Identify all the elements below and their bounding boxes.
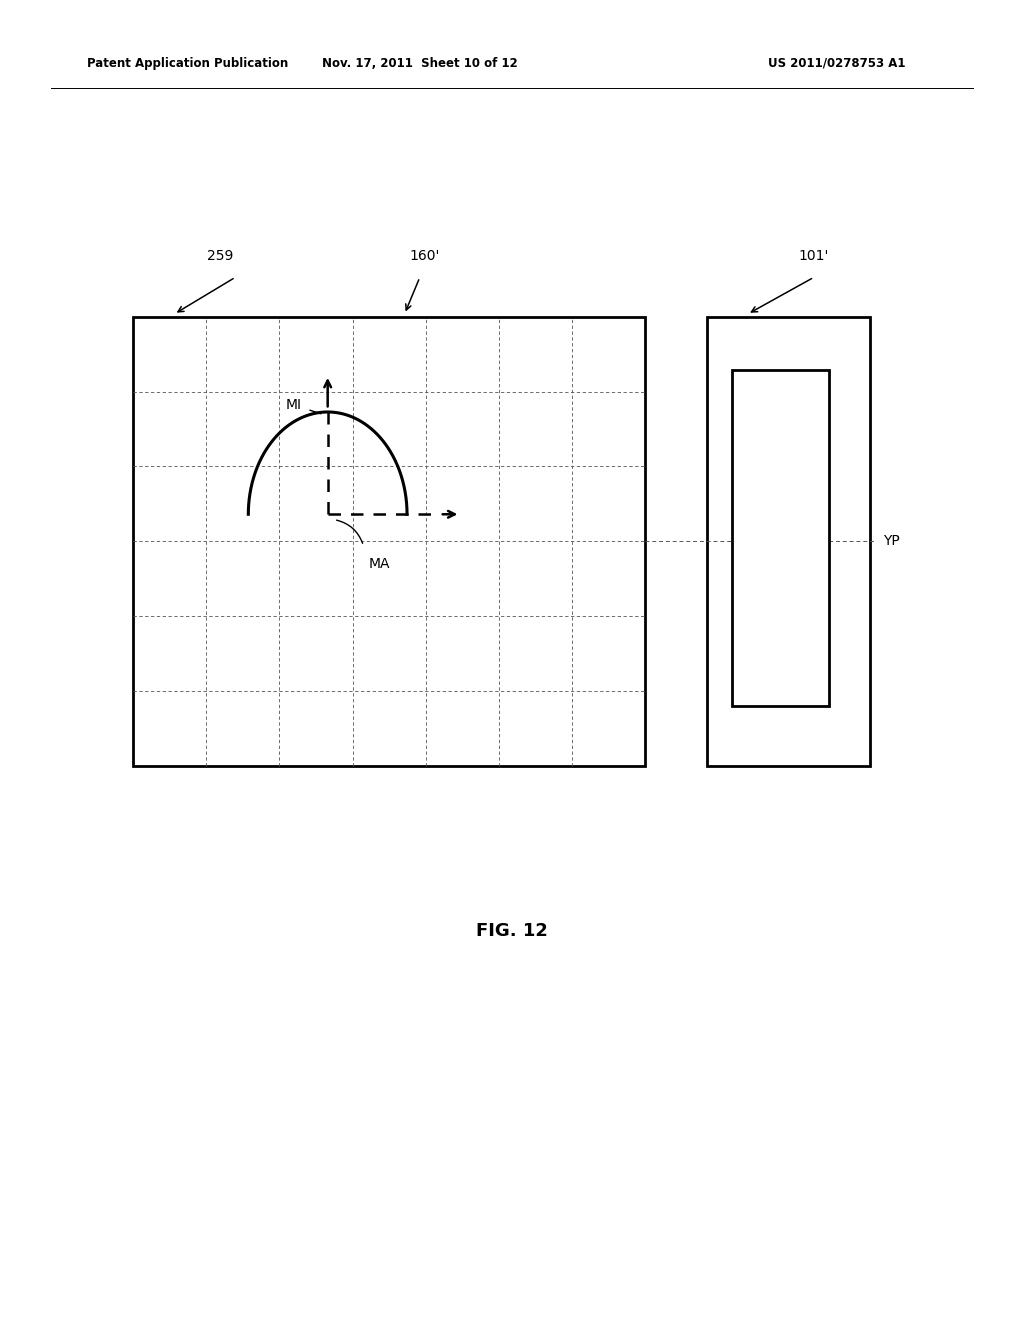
Text: Nov. 17, 2011  Sheet 10 of 12: Nov. 17, 2011 Sheet 10 of 12 (322, 57, 518, 70)
Text: US 2011/0278753 A1: US 2011/0278753 A1 (768, 57, 905, 70)
Text: MI: MI (286, 399, 302, 412)
Bar (732, 370, 829, 706)
Text: 160': 160' (410, 249, 440, 263)
Bar (133, 317, 645, 766)
Text: YP: YP (883, 535, 899, 548)
Text: 259: 259 (207, 249, 233, 263)
Text: Patent Application Publication: Patent Application Publication (87, 57, 289, 70)
Bar (707, 317, 870, 766)
Text: MA: MA (369, 557, 390, 572)
Text: 101': 101' (799, 249, 829, 263)
Text: FIG. 12: FIG. 12 (476, 921, 548, 940)
